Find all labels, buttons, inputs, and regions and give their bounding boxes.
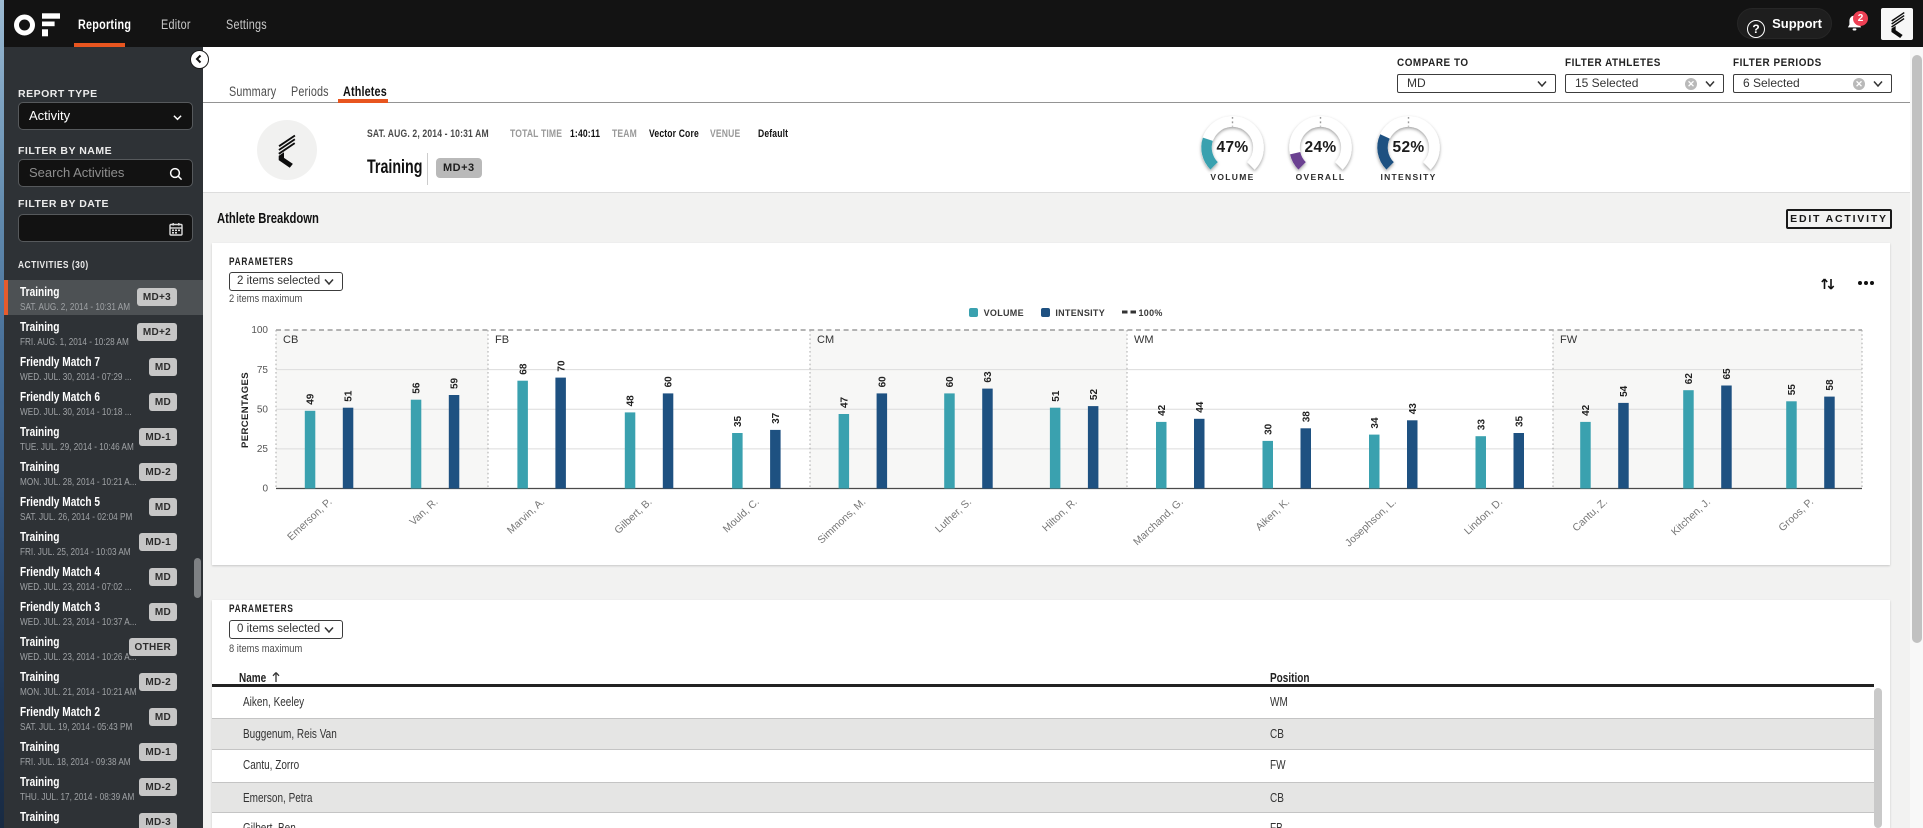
svg-text:44: 44 [1195,401,1206,413]
svg-text:Hilton, R.: Hilton, R. [1040,496,1080,534]
svg-text:59: 59 [450,377,461,389]
svg-text:Van, R.: Van, R. [407,496,440,528]
svg-text:Aiken, K.: Aiken, K. [1253,496,1292,533]
svg-text:Marchand, G.: Marchand, G. [1131,496,1186,548]
svg-text:Emerson, P.: Emerson, P. [285,496,334,543]
svg-text:58: 58 [1825,379,1836,391]
svg-text:65: 65 [1722,368,1733,380]
svg-text:35: 35 [733,415,744,427]
svg-text:25: 25 [257,444,269,455]
svg-text:Mould, C.: Mould, C. [721,496,762,535]
svg-text:Marvin, A.: Marvin, A. [505,496,547,537]
svg-text:Lindon, D.: Lindon, D. [1462,496,1505,537]
svg-text:FW: FW [1560,334,1578,346]
svg-text:55: 55 [1787,384,1798,396]
svg-text:CM: CM [817,334,834,346]
svg-text:Cantu, Z.: Cantu, Z. [1570,496,1610,534]
svg-text:51: 51 [344,390,355,402]
svg-text:49: 49 [306,393,317,405]
svg-text:60: 60 [877,376,888,388]
svg-text:Gilbert, B.: Gilbert, B. [612,496,654,537]
svg-text:52: 52 [1089,389,1100,401]
svg-text:51: 51 [1051,390,1062,402]
svg-text:Josephson, L.: Josephson, L. [1343,496,1399,549]
svg-text:48: 48 [626,395,637,407]
svg-text:50: 50 [257,404,269,415]
svg-text:60: 60 [945,376,956,388]
svg-text:35: 35 [1514,415,1525,427]
svg-text:75: 75 [257,365,269,376]
svg-text:56: 56 [412,382,423,394]
svg-text:33: 33 [1476,419,1487,431]
svg-text:0: 0 [262,484,268,495]
svg-text:WM: WM [1134,334,1154,346]
svg-text:30: 30 [1263,423,1274,435]
svg-text:63: 63 [983,371,994,383]
svg-text:CB: CB [283,334,298,346]
svg-text:Simmons, M.: Simmons, M. [815,496,868,547]
svg-text:68: 68 [518,363,529,375]
svg-text:42: 42 [1157,404,1168,416]
svg-text:PERCENTAGES: PERCENTAGES [240,372,251,448]
svg-text:43: 43 [1408,403,1419,415]
svg-text:Luther, S.: Luther, S. [933,496,974,535]
svg-text:Groos, P.: Groos, P. [1776,496,1816,534]
svg-text:70: 70 [556,360,567,372]
svg-text:42: 42 [1581,404,1592,416]
svg-text:47: 47 [839,396,850,408]
svg-text:37: 37 [771,412,782,424]
svg-text:54: 54 [1619,385,1630,397]
svg-text:100: 100 [251,325,268,336]
svg-text:38: 38 [1301,411,1312,423]
svg-text:Kitchen, J.: Kitchen, J. [1669,496,1713,538]
svg-text:34: 34 [1370,417,1381,429]
svg-text:62: 62 [1684,373,1695,385]
svg-text:FB: FB [495,334,509,346]
svg-text:60: 60 [664,376,675,388]
